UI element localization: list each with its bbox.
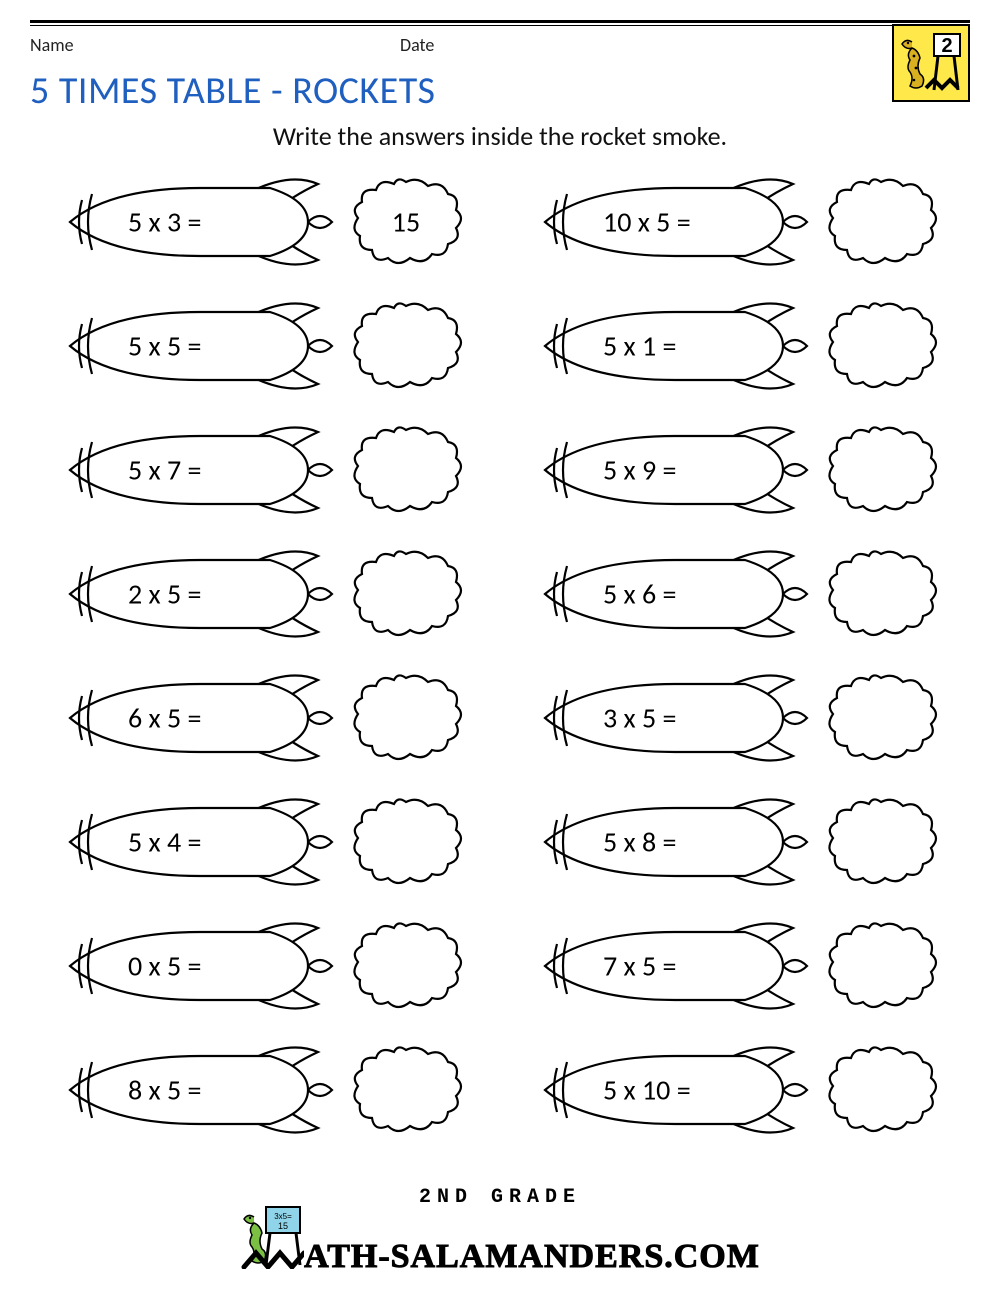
header-fields: Name Date [30,34,970,56]
footer-main: 3x5= 15 ATH-SALAMANDERS.COM [240,1205,760,1274]
problem-left-5: 5 x 4 = [40,790,485,894]
salamander-badge-icon: 2 [896,28,966,98]
problem-left-6: 0 x 5 = [40,914,485,1018]
smoke-cloud[interactable]: 15 [346,170,466,274]
problem-left-1: 5 x 5 = [40,294,485,398]
rocket-icon: 2 x 5 = [40,542,340,646]
rocket-icon: 5 x 8 = [515,790,815,894]
problem-expression: 5 x 3 = [128,205,201,240]
svg-text:3x5=: 3x5= [274,1212,292,1221]
problem-left-3: 2 x 5 = [40,542,485,646]
rocket-icon: 0 x 5 = [40,914,340,1018]
problem-right-0: 10 x 5 = [515,170,960,274]
top-rule [30,20,970,26]
page-title: 5 TIMES TABLE - ROCKETS [30,68,436,114]
answer-value: 15 [392,205,420,240]
smoke-cloud[interactable] [346,418,466,522]
rocket-icon: 5 x 7 = [40,418,340,522]
problem-left-4: 6 x 5 = [40,666,485,770]
title-row: 5 TIMES TABLE - ROCKETS 2 [30,64,970,114]
problem-expression: 5 x 10 = [603,1073,691,1108]
problem-expression: 5 x 1 = [603,329,676,364]
smoke-cloud[interactable] [821,666,941,770]
date-label: Date [400,34,434,56]
rocket-icon: 5 x 5 = [40,294,340,398]
problem-expression: 5 x 9 = [603,453,676,488]
problems-grid: 5 x 3 = 15 10 x 5 = 5 x 5 = 5 x 1 = 5 x 7 = 5 … [30,170,970,1142]
problem-expression: 6 x 5 = [128,701,201,736]
smoke-cloud[interactable] [821,914,941,1018]
problem-expression: 7 x 5 = [603,949,676,984]
problem-expression: 5 x 7 = [128,453,201,488]
footer-url: ATH-SALAMANDERS.COM [304,1238,760,1276]
problem-right-2: 5 x 9 = [515,418,960,522]
svg-text:2: 2 [941,35,952,57]
footer: 2ND GRADE 3x5= 15 ATH-SALAMANDERS.COM [0,1114,1000,1294]
grade-badge: 2 [892,24,970,102]
smoke-cloud[interactable] [821,542,941,646]
svg-text:15: 15 [278,1221,288,1231]
smoke-cloud[interactable] [346,790,466,894]
problem-left-2: 5 x 7 = [40,418,485,522]
problem-right-1: 5 x 1 = [515,294,960,398]
problem-expression: 10 x 5 = [603,205,691,240]
smoke-cloud[interactable] [346,542,466,646]
rocket-icon: 6 x 5 = [40,666,340,770]
smoke-cloud[interactable] [821,294,941,398]
problem-right-6: 7 x 5 = [515,914,960,1018]
rocket-icon: 7 x 5 = [515,914,815,1018]
smoke-cloud[interactable] [821,418,941,522]
smoke-cloud[interactable] [346,914,466,1018]
instruction-text: Write the answers inside the rocket smok… [30,120,970,152]
problem-expression: 0 x 5 = [128,949,201,984]
footer-logo-icon: 3x5= 15 [240,1205,304,1274]
worksheet-page: Name Date 5 TIMES TABLE - ROCKETS 2 Writ… [0,0,1000,1294]
smoke-cloud[interactable] [346,294,466,398]
name-label: Name [30,34,400,56]
smoke-cloud[interactable] [821,790,941,894]
problem-right-5: 5 x 8 = [515,790,960,894]
smoke-cloud[interactable] [821,170,941,274]
problem-right-3: 5 x 6 = [515,542,960,646]
problem-expression: 5 x 4 = [128,825,201,860]
rocket-icon: 10 x 5 = [515,170,815,274]
rocket-icon: 5 x 6 = [515,542,815,646]
problem-expression: 5 x 6 = [603,577,676,612]
problem-expression: 3 x 5 = [603,701,676,736]
rocket-icon: 5 x 1 = [515,294,815,398]
problem-expression: 5 x 5 = [128,329,201,364]
problem-expression: 8 x 5 = [128,1073,201,1108]
problem-expression: 5 x 8 = [603,825,676,860]
problem-right-4: 3 x 5 = [515,666,960,770]
smoke-cloud[interactable] [346,666,466,770]
rocket-icon: 5 x 3 = [40,170,340,274]
rocket-icon: 5 x 4 = [40,790,340,894]
problem-expression: 2 x 5 = [128,577,201,612]
rocket-icon: 3 x 5 = [515,666,815,770]
problem-left-0: 5 x 3 = 15 [40,170,485,274]
rocket-icon: 5 x 9 = [515,418,815,522]
